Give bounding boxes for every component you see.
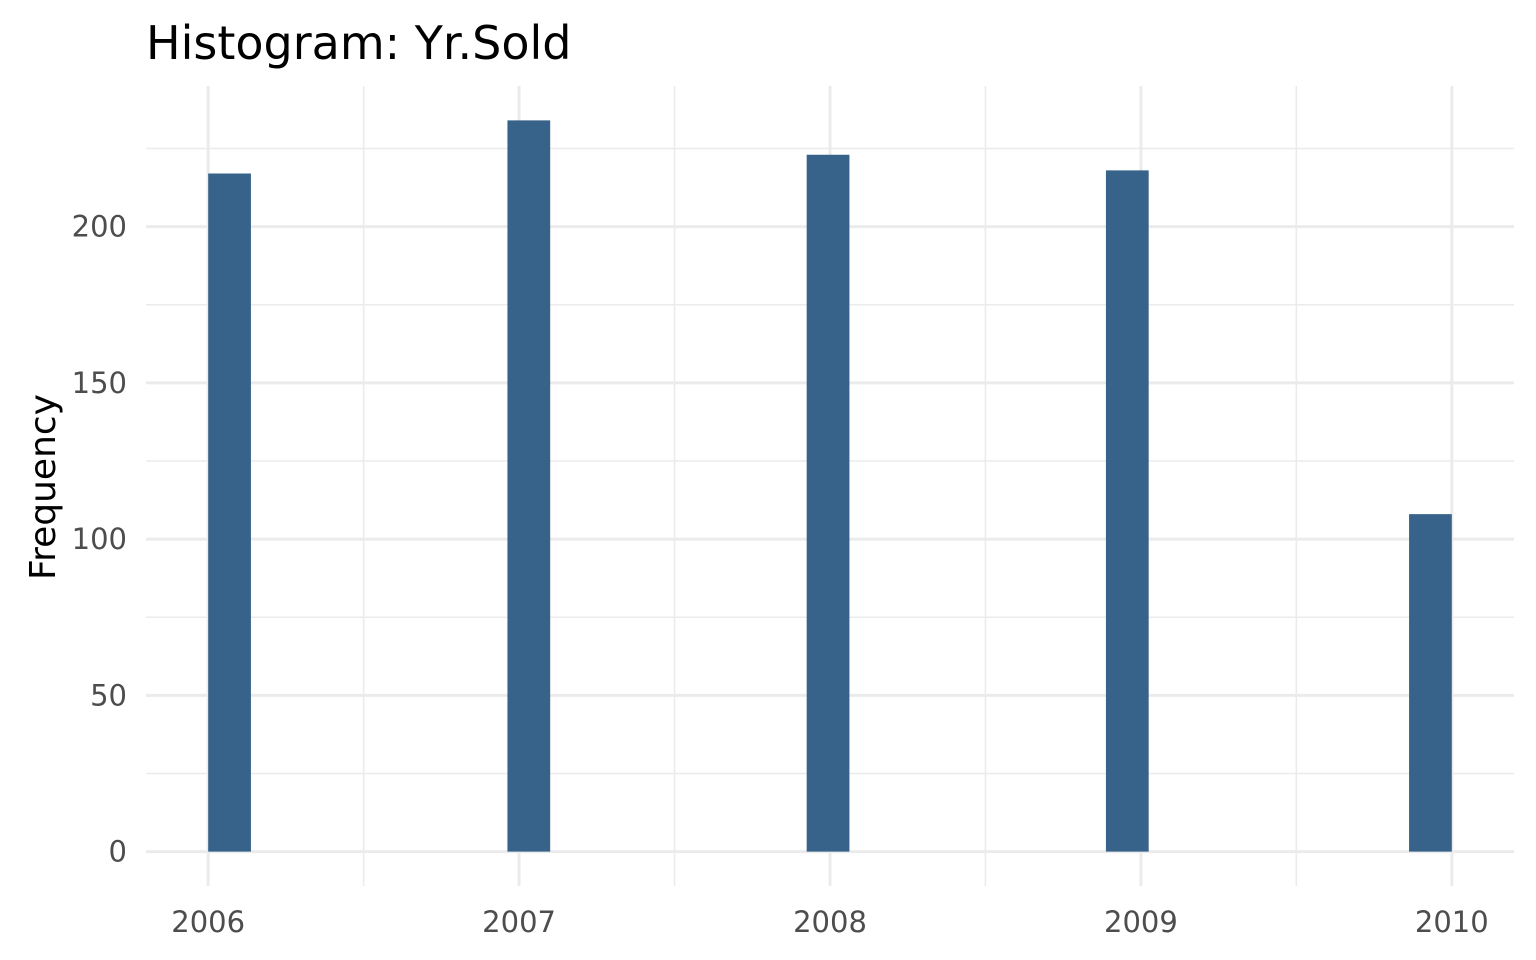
y-tick-label: 100 [72, 522, 127, 556]
y-tick-label: 200 [72, 210, 127, 244]
x-tick-label: 2010 [1415, 905, 1489, 939]
y-axis-ticks: 0 50 100 150 200 [72, 210, 127, 869]
y-tick-label: 0 [109, 835, 127, 869]
bar-2 [806, 154, 850, 852]
x-axis-ticks: 2006 2007 2008 2009 2010 [171, 905, 1488, 939]
x-tick-label: 2009 [1104, 905, 1178, 939]
y-tick-label: 50 [90, 678, 127, 712]
chart-title: Histogram: Yr.Sold [146, 16, 571, 70]
x-tick-label: 2006 [171, 905, 245, 939]
x-tick-label: 2007 [482, 905, 556, 939]
bar-1 [507, 120, 551, 852]
y-tick-label: 150 [72, 366, 127, 400]
bar-3 [1105, 170, 1149, 852]
bar-0 [208, 173, 251, 852]
bars [208, 120, 1452, 852]
bar-4 [1409, 514, 1452, 852]
y-axis-title: Frequency [23, 394, 64, 580]
x-tick-label: 2008 [793, 905, 867, 939]
